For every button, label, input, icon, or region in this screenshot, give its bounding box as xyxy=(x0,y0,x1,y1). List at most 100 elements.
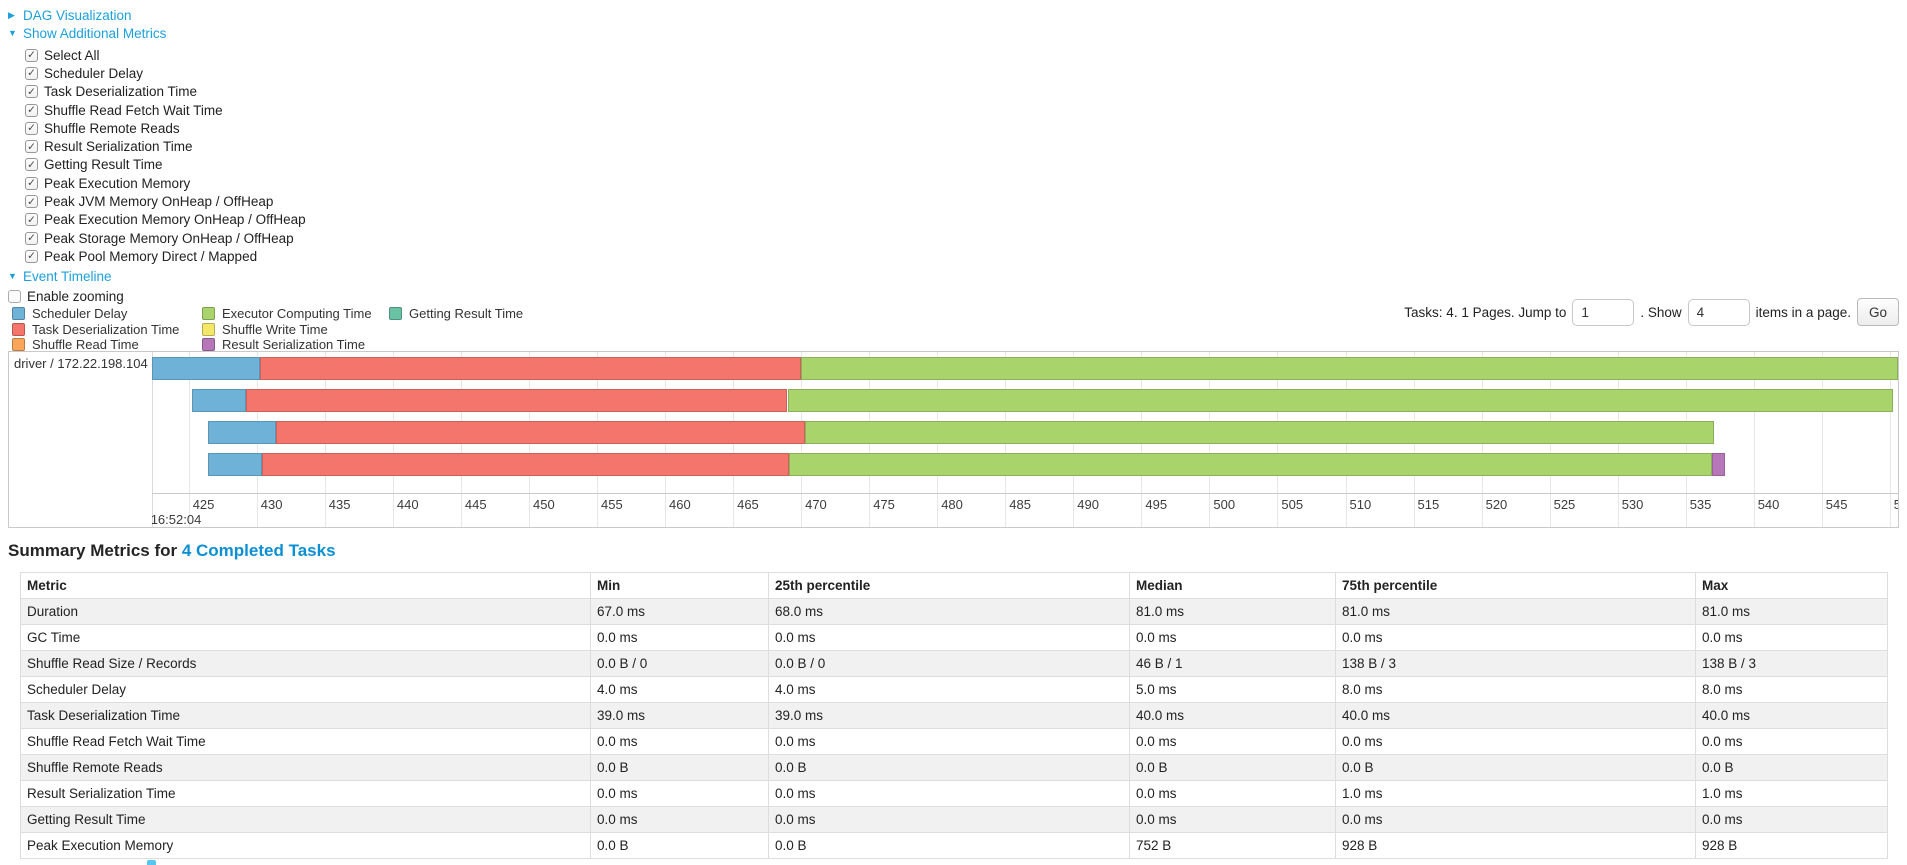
axis-tick-label: 510 xyxy=(1349,497,1372,512)
axis-tick-label: 450 xyxy=(533,497,555,512)
metric-checkbox-row[interactable]: ✓ Select All xyxy=(25,46,306,64)
metric-value-cell: 0.0 ms xyxy=(1335,728,1696,755)
checkbox-icon[interactable]: ✓ xyxy=(25,48,38,62)
event-timeline-chart: driver / 172.22.198.104 425 430 435 440 445 4… xyxy=(8,351,1899,528)
metric-checkbox-row[interactable]: ✓ Peak JVM Memory OnHeap / OffHeap xyxy=(25,192,306,210)
task-bar-segment-result-serialization-time[interactable] xyxy=(1711,453,1726,476)
table-header-cell: Min xyxy=(590,572,769,599)
metric-name-cell: Shuffle Read Fetch Wait Time xyxy=(20,728,591,755)
metric-value-cell: 8.0 ms xyxy=(1695,676,1888,703)
jump-to-page-input[interactable] xyxy=(1572,298,1635,326)
checkbox-icon[interactable]: ✓ xyxy=(25,249,38,263)
legend-item: Scheduler Delay xyxy=(12,306,202,322)
metric-checkbox-row[interactable]: ✓ Result Serialization Time xyxy=(25,137,306,155)
checkbox-icon[interactable]: ✓ xyxy=(25,85,38,99)
legend-item-label: Task Deserialization Time xyxy=(32,321,180,337)
table-header-cell: 25th percentile xyxy=(768,572,1130,599)
legend-column: Executor Computing Time Shuffle Write Tim… xyxy=(202,306,389,353)
axis-tick-label: 465 xyxy=(737,497,759,512)
legend-item: Executor Computing Time xyxy=(202,306,389,322)
axis-tick-label: 535 xyxy=(1689,497,1712,512)
checkbox-icon[interactable]: ✓ xyxy=(25,231,38,245)
metric-value-cell: 0.0 ms xyxy=(590,624,769,651)
metric-checkbox-row[interactable]: ✓ Scheduler Delay xyxy=(25,64,306,82)
task-bar-segment-executor-computing-time[interactable] xyxy=(801,357,1898,380)
metric-checkbox-row[interactable]: ✓ Task Deserialization Time xyxy=(25,83,306,101)
task-pagination: Tasks: 4. 1 Pages. Jump to . Show items … xyxy=(1404,296,1899,328)
metric-value-cell: 0.0 ms xyxy=(1129,780,1336,807)
metric-value-cell: 8.0 ms xyxy=(1335,676,1696,703)
checkbox-icon[interactable]: ✓ xyxy=(25,66,38,80)
metric-value-cell: 0.0 ms xyxy=(768,624,1130,651)
axis-tick-label: 460 xyxy=(669,497,691,512)
task-bar-segment-scheduler-delay[interactable] xyxy=(207,421,276,444)
checkbox-icon[interactable]: ✓ xyxy=(25,195,38,209)
metric-value-cell: 0.0 ms xyxy=(1695,806,1888,833)
table-body: Duration 67.0 ms 68.0 ms 81.0 ms 81.0 ms 81.0… xyxy=(20,598,1888,859)
metric-value-cell: 5.0 ms xyxy=(1129,676,1336,703)
checkbox-icon[interactable] xyxy=(8,290,21,304)
legend-item-label: Result Serialization Time xyxy=(222,337,366,353)
metric-checkbox-row[interactable]: ✓ Peak Storage Memory OnHeap / OffHeap xyxy=(25,229,306,247)
task-bar-segment-task-deserialization-time[interactable] xyxy=(275,421,806,444)
completed-tasks-link[interactable]: 4 Completed Tasks xyxy=(181,541,336,560)
metric-value-cell: 0.0 ms xyxy=(590,728,769,755)
metric-name-cell: Task Deserialization Time xyxy=(20,702,591,729)
metric-value-cell: 4.0 ms xyxy=(590,676,769,703)
metric-checkbox-row[interactable]: ✓ Peak Pool Memory Direct / Mapped xyxy=(25,247,306,265)
task-bar-segment-task-deserialization-time[interactable] xyxy=(262,453,789,476)
metric-value-cell: 40.0 ms xyxy=(1335,702,1696,729)
metric-checkbox-label: Peak Pool Memory Direct / Mapped xyxy=(44,248,258,264)
task-bar-segment-scheduler-delay[interactable] xyxy=(207,453,263,476)
metric-value-cell: 4.0 ms xyxy=(768,676,1130,703)
metric-checkbox-row[interactable]: ✓ Getting Result Time xyxy=(25,156,306,174)
metric-checkbox-row[interactable]: ✓ Peak Execution Memory xyxy=(25,174,306,192)
metric-value-cell: 0.0 ms xyxy=(1129,624,1336,651)
metric-value-cell: 0.0 ms xyxy=(1129,806,1336,833)
checkbox-icon[interactable]: ✓ xyxy=(25,176,38,190)
items-per-page-input[interactable] xyxy=(1687,298,1750,326)
gridline xyxy=(1753,352,1755,527)
checkbox-icon[interactable]: ✓ xyxy=(25,140,38,154)
metric-value-cell: 0.0 B / 0 xyxy=(590,650,769,677)
task-bar-segment-executor-computing-time[interactable] xyxy=(787,389,1893,412)
shuffle-write-time-swatch-icon xyxy=(202,322,215,336)
metric-value-cell: 0.0 B xyxy=(1695,754,1888,781)
metric-name-cell: Peak Execution Memory xyxy=(20,832,591,859)
table-row: Result Serialization Time 0.0 ms 0.0 ms 0.0… xyxy=(20,780,1888,807)
metric-name-cell: Duration xyxy=(20,598,591,625)
metric-checkbox-row[interactable]: ✓ Peak Execution Memory OnHeap / OffHeap xyxy=(25,211,306,229)
checkbox-icon[interactable]: ✓ xyxy=(25,158,38,172)
dag-visualization-toggle[interactable]: ▶ DAG Visualization xyxy=(8,6,306,24)
enable-zooming-checkbox-row[interactable]: Enable zooming xyxy=(8,288,306,306)
axis-tick-label: 495 xyxy=(1145,497,1168,512)
go-button[interactable]: Go xyxy=(1856,298,1899,326)
task-bar-segment-executor-computing-time[interactable] xyxy=(788,453,1712,476)
axis-tick-label: 540 xyxy=(1757,497,1780,512)
task-bar-segment-task-deserialization-time[interactable] xyxy=(259,357,802,380)
task-bar-segment-task-deserialization-time[interactable] xyxy=(245,389,788,412)
checkbox-icon[interactable]: ✓ xyxy=(25,213,38,227)
metric-checkbox-row[interactable]: ✓ Shuffle Remote Reads xyxy=(25,119,306,137)
task-bar-segment-executor-computing-time[interactable] xyxy=(805,421,1715,444)
table-row: Shuffle Read Size / Records 0.0 B / 0 0.0 … xyxy=(20,650,1888,677)
result-serialization-time-swatch-icon xyxy=(202,338,215,352)
show-additional-metrics-label: Show Additional Metrics xyxy=(23,25,167,41)
metric-value-cell: 0.0 ms xyxy=(1335,624,1696,651)
executor-computing-time-swatch-icon xyxy=(202,307,215,321)
table-header-cell: Metric xyxy=(20,572,591,599)
task-bar-segment-scheduler-delay[interactable] xyxy=(152,357,260,380)
checkbox-icon[interactable]: ✓ xyxy=(25,121,38,135)
event-timeline-toggle[interactable]: ▼ Event Timeline xyxy=(8,268,306,286)
metric-value-cell: 39.0 ms xyxy=(768,702,1130,729)
metric-value-cell: 40.0 ms xyxy=(1695,702,1888,729)
executor-row-label: driver / 172.22.198.104 xyxy=(14,356,148,371)
checkbox-icon[interactable]: ✓ xyxy=(25,103,38,117)
task-bar-segment-scheduler-delay[interactable] xyxy=(191,389,246,412)
time-axis: 425 430 435 440 445 450 455 460 465 470 475 480 485 4… xyxy=(152,493,1898,527)
pagination-show-text: . Show xyxy=(1640,304,1682,320)
show-additional-metrics-toggle[interactable]: ▼ Show Additional Metrics xyxy=(8,24,306,42)
timeline-plot-area: 425 430 435 440 445 450 455 460 465 470 475 480 485 4… xyxy=(152,352,1898,527)
metric-checkbox-label: Result Serialization Time xyxy=(44,139,193,155)
metric-checkbox-row[interactable]: ✓ Shuffle Read Fetch Wait Time xyxy=(25,101,306,119)
